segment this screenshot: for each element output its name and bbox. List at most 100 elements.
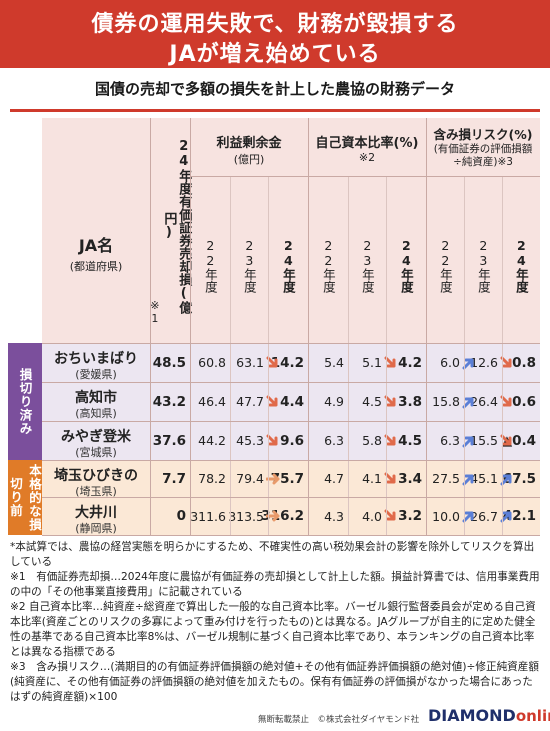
header-sec-loss: 24年度有価証券売却損(億円) ※1 xyxy=(148,126,192,338)
footnotes: *本試算では、農協の経営実態を明らかにするため、不確実性の高い税効果会計の影響を… xyxy=(10,540,542,705)
grid-vline-sub xyxy=(502,176,503,535)
header-ja-name: JA名 (都道府県) xyxy=(42,232,150,274)
ja-name-cell: 埼玉ひびきの (埼玉県) xyxy=(42,460,150,498)
arrow-up-icon xyxy=(462,511,474,523)
ja-name: 高知市 xyxy=(75,390,117,406)
copyright-notice: 無断転載禁止 ©株式会社ダイヤモンド社 xyxy=(258,715,420,725)
cell-c23: 4.1 xyxy=(362,471,382,486)
grid-hline xyxy=(190,176,540,177)
group-notyet: 本格的な損切り前 xyxy=(8,460,42,535)
table-row: おちいまばり (愛媛県) 48.5 60.8 63.1 14.2 5.4 5.1 4.2 6.0 1… xyxy=(42,343,540,382)
arrow-down-icon xyxy=(384,472,396,484)
cell-s24: 14.2 xyxy=(270,354,304,371)
cell-r24: 0.8 xyxy=(512,354,536,371)
group-done: 損切り済み xyxy=(8,343,42,460)
table-row: みやぎ登米 (宮城県) 37.6 44.2 45.3 9.6 6.3 5.8 4.5 6.3 15.… xyxy=(42,421,540,460)
table-row: 大井川 (静岡県) 0 311.6 313.5 316.2 4.3 4.0 3.2 10.0 26.… xyxy=(42,497,540,535)
arrow-up-icon xyxy=(462,474,474,486)
cell-s22: 60.8 xyxy=(198,355,226,370)
grid-vline-sub xyxy=(268,176,269,535)
title-line-1: 債券の運用失敗で、財務が毀損する xyxy=(91,12,459,37)
arrow-down-icon xyxy=(266,395,278,407)
ja-name: 埼玉ひびきの xyxy=(54,468,138,484)
year-header-cell: 24年度 xyxy=(386,176,426,343)
cell-c24: 4.2 xyxy=(398,354,422,371)
arrow-up-icon xyxy=(462,358,474,370)
cell-c22: 4.9 xyxy=(324,394,344,409)
grid-hline xyxy=(42,343,540,344)
ja-prefecture: (静岡県) xyxy=(75,522,117,535)
ja-name: 大井川 xyxy=(75,505,117,521)
cell-loss: 48.5 xyxy=(152,354,186,371)
cell-r23: 12.6 xyxy=(470,355,498,370)
arrow-up-icon xyxy=(462,436,474,448)
surplus-label: 利益剰余金 xyxy=(216,136,282,151)
arrow-up-icon xyxy=(500,474,512,486)
cell-s23: 45.3 xyxy=(236,433,264,448)
arrow-down-icon xyxy=(500,395,512,407)
ja-prefecture: (宮城県) xyxy=(75,446,117,459)
cell-c24: 3.2 xyxy=(398,508,422,524)
grid-hline xyxy=(42,497,540,498)
cell-c23: 5.1 xyxy=(362,355,382,370)
cell-loss: 37.6 xyxy=(152,432,186,449)
cell-s24: 9.6 xyxy=(280,432,304,449)
year-header-cell: 24年度 xyxy=(502,176,540,343)
cell-r22: 27.5 xyxy=(432,471,460,486)
year-label: 22年度 xyxy=(202,238,218,293)
grid-vline-sub xyxy=(386,176,387,535)
note-0: *本試算では、農協の経営実態を明らかにするため、不確実性の高い税効果会計の影響を… xyxy=(10,541,535,568)
year-label: 24年度 xyxy=(280,238,296,293)
table-row: 埼玉ひびきの (埼玉県) 7.7 78.2 79.4 75.7 4.7 4.1 3.4 27.5 4… xyxy=(42,460,540,498)
cell-loss: 0 xyxy=(176,508,186,524)
arrow-down-icon xyxy=(384,509,396,521)
year-header-cell: 23年度 xyxy=(348,176,386,343)
year-header-cell: 23年度 xyxy=(464,176,502,343)
note-2: ※2 自己資本比率…純資産÷総資産で算出した一般的な自己資本比率。バーゼル銀行監… xyxy=(10,601,536,658)
sec-loss-label: 24年度有価証券売却損(億円) xyxy=(161,138,192,314)
arrow-up-icon xyxy=(500,511,512,523)
year-label: 23年度 xyxy=(359,238,375,293)
risk-sub-2: ÷純資産)※3 xyxy=(453,156,513,168)
cell-s22: 46.4 xyxy=(198,394,226,409)
arrow-up-icon xyxy=(462,397,474,409)
ja-name-cell: おちいまばり (愛媛県) xyxy=(42,343,150,382)
cell-s22: 311.6 xyxy=(190,508,226,524)
risk-sub-1: (有価証券の評価損額 xyxy=(433,143,533,155)
cell-r22: 6.0 xyxy=(440,355,460,370)
cell-r23: 26.4 xyxy=(470,394,498,409)
cell-loss: 43.2 xyxy=(152,393,186,410)
grid-vline-sub xyxy=(464,176,465,535)
header-surplus: 利益剰余金 (億円) xyxy=(190,132,308,167)
header-risk: 含み損リスク(%) (有価証券の評価損額 ÷純資産)※3 xyxy=(426,124,540,169)
ja-prefecture: (愛媛県) xyxy=(75,368,117,381)
year-label: 22年度 xyxy=(320,238,336,293)
arrow-down-icon xyxy=(266,356,278,368)
note-1: ※1 有価証券売却損…2024年度に農協が有価証券の売却損として計上した額。損益… xyxy=(10,571,540,598)
grid-hline xyxy=(42,421,540,422)
title-banner: 債券の運用失敗で、財務が毀損する JAが増え始めている xyxy=(0,0,550,68)
ja-prefecture: (高知県) xyxy=(75,407,117,420)
capital-note: ※2 xyxy=(358,151,376,164)
year-label: 24年度 xyxy=(398,238,414,293)
cell-r22: 15.8 xyxy=(432,394,460,409)
grid-hline xyxy=(42,460,540,461)
cell-c22: 4.7 xyxy=(324,471,344,486)
cell-c24: 3.8 xyxy=(398,393,422,410)
cell-c22: 5.4 xyxy=(324,355,344,370)
grid-vline-sub xyxy=(230,176,231,535)
cell-c24: 4.5 xyxy=(398,432,422,449)
ja-pref-label: (都道府県) xyxy=(69,260,123,273)
capital-label: 自己資本比率(%) xyxy=(315,136,419,151)
arrow-down-icon xyxy=(384,434,396,446)
cell-s23: 313.5 xyxy=(228,508,264,524)
cell-r23: 45.1 xyxy=(470,471,498,486)
brand-logo: DIAMONDonline xyxy=(428,706,550,725)
grid-hline xyxy=(42,535,540,536)
cell-s24: 316.2 xyxy=(261,508,304,524)
surplus-unit: (億円) xyxy=(233,153,265,166)
risk-label: 含み損リスク(%) xyxy=(433,127,533,142)
cell-s23: 63.1 xyxy=(236,355,264,370)
grid-vline-sub xyxy=(348,176,349,535)
arrow-down-icon xyxy=(384,395,396,407)
